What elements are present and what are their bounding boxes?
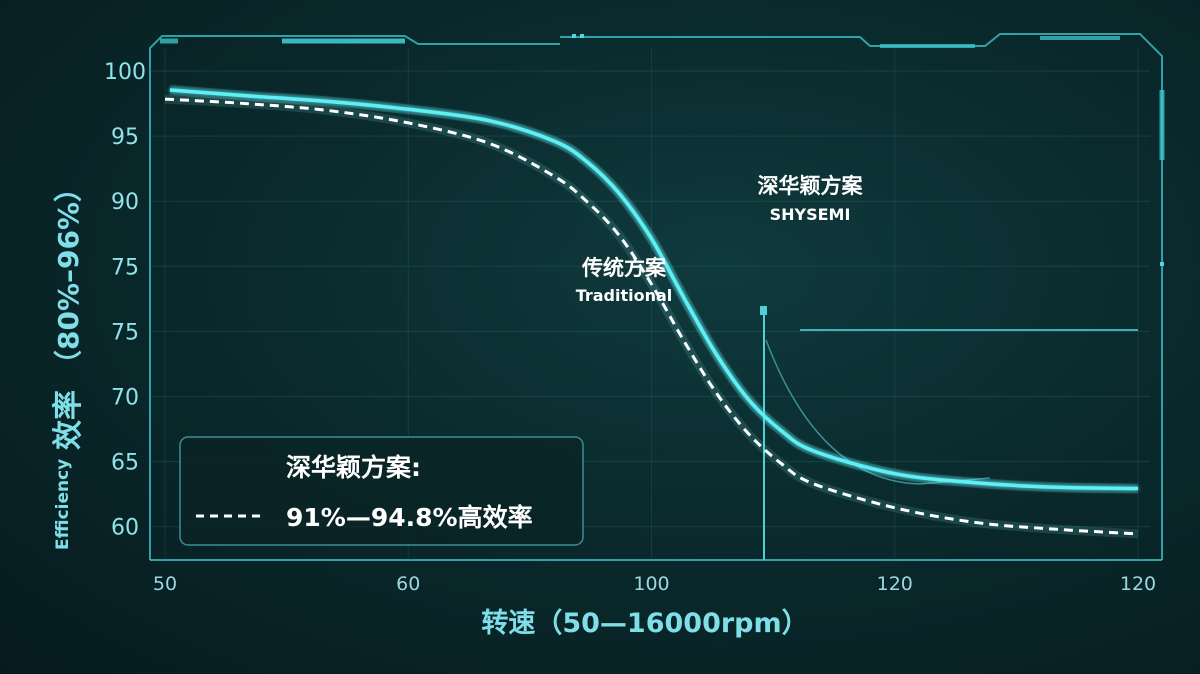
callout-inner-curve [765,339,991,485]
callout-marker [760,306,767,315]
y-axis-title-range: （80%–96%） [52,174,85,378]
y-axis-title: 效率 （80%–96%） Efficiency [51,174,86,550]
x-axis-title: 转速（50—16000rpm） [481,608,808,639]
legend-box [179,436,584,546]
annotation-traditional-cn: 传统方案 [581,256,667,280]
x-tick-label: 50 [153,573,177,595]
y-tick-label: 95 [111,125,139,150]
x-tick-label: 120 [1120,573,1156,595]
y-tick-label: 70 [111,386,139,411]
x-tick-label: 100 [633,573,669,595]
callout-lines [760,306,1138,560]
series-lines [164,85,1139,539]
frame-dots [572,34,1164,266]
x-tick-label: 120 [877,573,913,595]
legend-dashed-label: 91%—94.8%高效率 [286,503,533,532]
series-line-traditional [164,97,1139,536]
x-tick-label: 60 [396,573,420,595]
y-tick-label: 60 [111,516,139,541]
grid-lines [150,48,1150,560]
annotation-traditional-en: Traditional [576,286,673,305]
series-line-shysemi [169,88,1139,491]
annotation-shysemi-cn: 深华颖方案 [758,174,864,198]
legend-solid-label: 深华颖方案: [286,453,421,482]
y-axis-title-en: Efficiency [53,459,73,550]
y-tick-label: 100 [104,60,146,85]
y-tick-label: 75 [111,320,139,345]
y-tick-label: 75 [111,255,139,280]
y-axis-title-cn: 效率 [51,390,86,450]
chart-frame [149,33,1165,561]
x-axis-ticks: 50 60 100 120 120 [153,573,1156,595]
legend: 深华颖方案: 91%—94.8%高效率 [179,436,584,546]
y-tick-label: 65 [111,451,139,476]
y-axis-ticks: 100 95 90 75 75 70 65 60 [104,60,146,541]
annotation-shysemi-en: SHYSEMI [770,205,851,224]
y-tick-label: 90 [111,190,139,215]
